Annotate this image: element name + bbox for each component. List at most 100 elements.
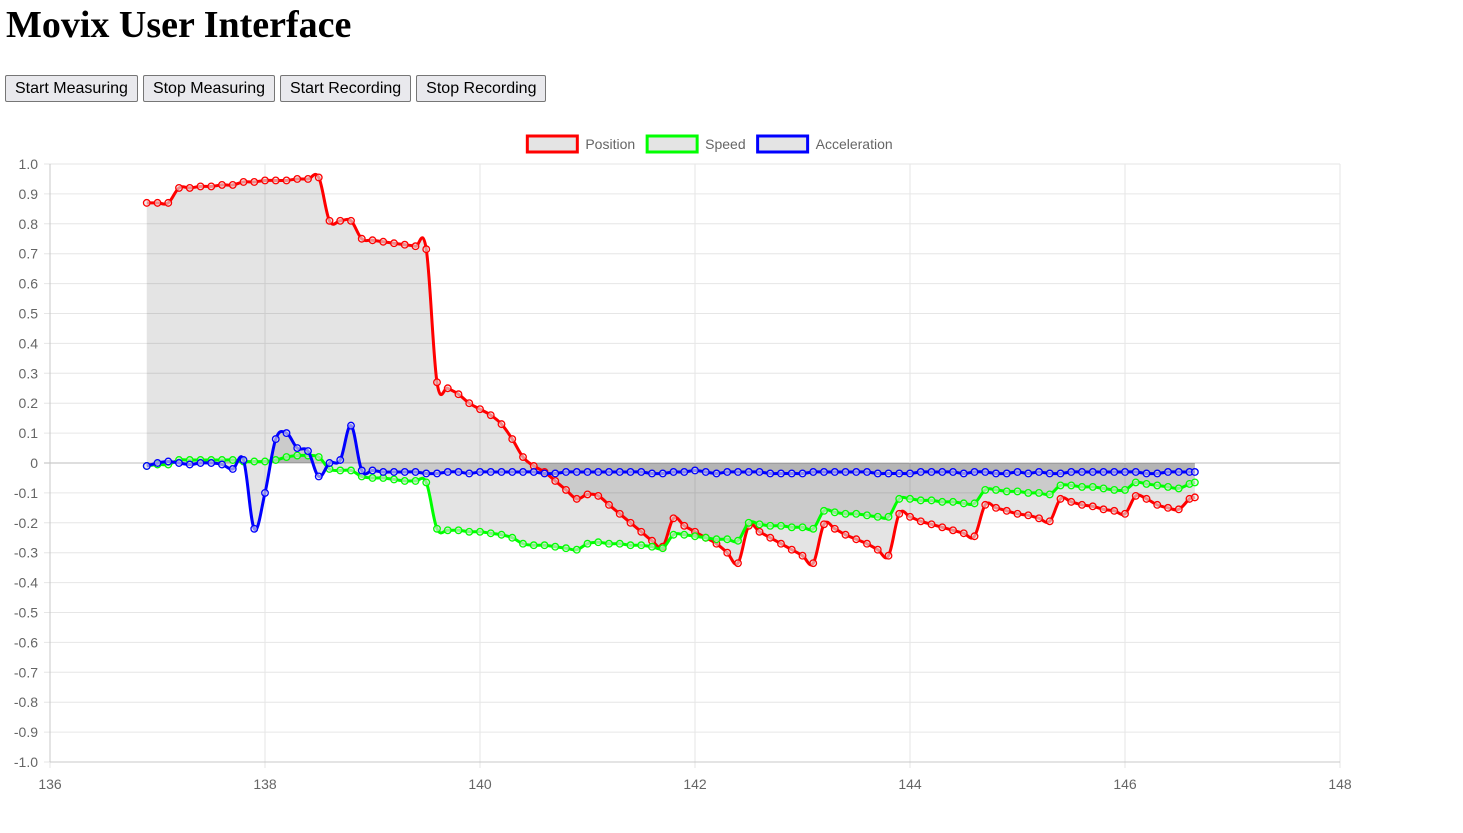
data-point (1013, 509, 1022, 518)
data-point (916, 468, 925, 476)
data-point (820, 468, 828, 476)
data-point (852, 509, 861, 518)
data-point (1153, 469, 1162, 478)
data-point (809, 468, 818, 476)
data-point (422, 469, 431, 478)
data-point (1067, 497, 1076, 506)
x-tick-label: 144 (898, 776, 922, 792)
data-point (228, 456, 237, 464)
data-point (777, 521, 785, 530)
data-point (981, 485, 990, 494)
start-recording-button[interactable]: Start Recording (280, 75, 412, 102)
x-tick-label: 146 (1113, 776, 1137, 792)
data-point (218, 180, 226, 189)
data-point (400, 240, 409, 249)
data-point (895, 509, 904, 518)
data-point (583, 539, 592, 548)
data-point (594, 538, 603, 547)
data-point (196, 459, 205, 467)
legend-item-acceleration[interactable]: Acceleration (756, 134, 893, 154)
data-point (680, 521, 689, 530)
data-point (476, 468, 484, 476)
data-point (486, 529, 495, 538)
data-point (443, 468, 452, 476)
data-point (293, 451, 302, 460)
y-tick-label: 0 (30, 455, 38, 471)
data-point (820, 520, 828, 529)
chart-legend[interactable]: Position Speed Acceleration (525, 134, 893, 154)
data-point (1088, 468, 1097, 476)
data-point (497, 530, 506, 539)
data-point (519, 468, 527, 476)
data-point (648, 469, 656, 478)
data-point (1013, 468, 1022, 476)
data-point (938, 497, 947, 506)
data-point (927, 520, 936, 529)
data-point (411, 242, 420, 251)
data-point (379, 237, 388, 246)
data-point (1035, 468, 1043, 476)
data-point (164, 198, 173, 207)
data-point (895, 469, 904, 478)
data-point (508, 435, 517, 444)
data-point (390, 468, 398, 476)
stop-recording-button[interactable]: Stop Recording (416, 75, 547, 102)
data-point (486, 411, 495, 420)
data-point (164, 457, 173, 466)
data-point (454, 526, 463, 535)
data-point (615, 539, 624, 548)
x-tick-label: 148 (1328, 776, 1352, 792)
data-point (970, 468, 979, 476)
data-point (551, 476, 560, 485)
data-point (992, 503, 1000, 512)
legend-item-position[interactable]: Position (525, 134, 635, 154)
data-point (637, 527, 646, 536)
data-point (1142, 494, 1151, 503)
data-point (261, 176, 269, 185)
legend-item-speed[interactable]: Speed (645, 134, 746, 154)
data-point (1142, 479, 1151, 488)
data-point (433, 378, 441, 387)
data-point (175, 459, 183, 467)
data-point (1035, 488, 1043, 497)
data-point (852, 468, 861, 476)
data-point (239, 177, 248, 186)
data-point (443, 384, 452, 393)
data-point (916, 517, 925, 526)
data-point (798, 469, 807, 478)
start-measuring-button[interactable]: Start Measuring (5, 75, 138, 102)
data-point (368, 236, 377, 245)
y-tick-label: 1.0 (19, 156, 39, 172)
data-point (400, 468, 409, 476)
stop-measuring-button[interactable]: Stop Measuring (142, 75, 275, 102)
data-point (1174, 505, 1183, 514)
data-point (744, 518, 753, 527)
data-point (562, 544, 570, 553)
data-point (1174, 468, 1183, 476)
data-point (379, 468, 388, 476)
data-point (712, 469, 721, 478)
data-point (271, 435, 280, 444)
data-point (841, 468, 850, 476)
data-point (486, 468, 495, 476)
data-point (605, 539, 613, 548)
data-point (562, 468, 570, 476)
data-point (476, 527, 484, 536)
data-point (497, 420, 506, 429)
data-point (1153, 481, 1162, 490)
data-point (916, 496, 925, 505)
data-point (691, 466, 699, 475)
data-point (981, 500, 990, 509)
data-point (250, 457, 259, 466)
x-tick-label: 142 (683, 776, 707, 792)
data-point (304, 447, 312, 455)
legend-swatch (645, 134, 699, 154)
data-point (357, 466, 366, 475)
data-point (1190, 478, 1199, 487)
series-fill-position (146, 174, 1195, 565)
data-point (863, 468, 871, 476)
data-point (895, 494, 904, 503)
data-point (712, 535, 721, 544)
y-tick-label: 0.4 (19, 335, 39, 351)
data-point (314, 453, 323, 461)
